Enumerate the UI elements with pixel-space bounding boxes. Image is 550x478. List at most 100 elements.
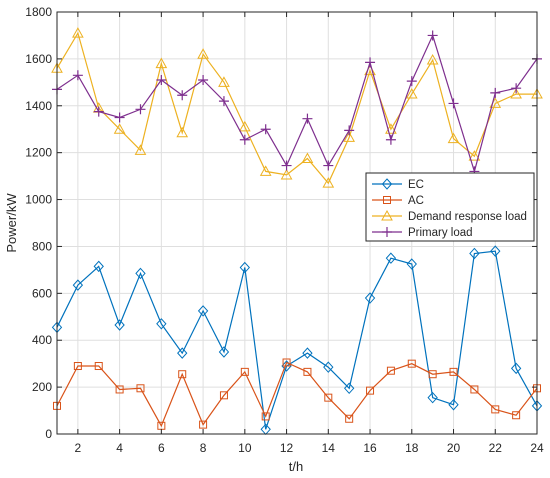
- data-point: [490, 87, 501, 98]
- data-point: [93, 106, 104, 117]
- data-point: [386, 366, 395, 375]
- data-point: [219, 391, 228, 400]
- y-tick-label: 0: [45, 427, 52, 441]
- x-tick-label: 2: [75, 441, 82, 455]
- legend-item: EC: [372, 178, 424, 191]
- data-point: [385, 134, 396, 145]
- data-point: [281, 160, 292, 171]
- data-point: [178, 370, 187, 379]
- data-point: [238, 120, 251, 132]
- legend-marker: [382, 227, 392, 237]
- data-point: [406, 76, 417, 87]
- y-tick-label: 1600: [25, 52, 52, 66]
- x-tick-label: 8: [200, 441, 207, 455]
- y-tick-label: 800: [32, 239, 52, 253]
- x-tick-label: 10: [238, 441, 252, 455]
- y-tick-label: 1400: [25, 99, 52, 113]
- series-line: [56, 31, 537, 185]
- data-point: [93, 260, 104, 273]
- data-point: [177, 347, 188, 359]
- x-tick-label: 18: [405, 441, 419, 455]
- legend-label: EC: [408, 179, 424, 191]
- data-point: [366, 386, 375, 395]
- legend-marker: [381, 209, 393, 221]
- data-point: [239, 134, 250, 145]
- y-tick-label: 1800: [25, 5, 52, 19]
- data-point: [280, 168, 293, 180]
- y-tick-label: 1000: [25, 193, 52, 207]
- data-point: [322, 177, 335, 188]
- legend-item: AC: [372, 195, 424, 207]
- data-point: [510, 88, 522, 99]
- data-point: [94, 362, 103, 371]
- data-point: [114, 112, 125, 123]
- legend-label: AC: [408, 195, 424, 207]
- legend-item: Demand response load: [372, 209, 527, 223]
- series-line: [56, 250, 538, 430]
- data-point: [72, 279, 84, 291]
- data-point: [470, 385, 479, 394]
- data-point: [365, 57, 376, 68]
- axes-box: [56, 11, 538, 435]
- series-primary-load: [52, 30, 542, 177]
- data-point: [135, 267, 146, 280]
- data-point: [72, 27, 84, 38]
- data-point: [197, 305, 209, 317]
- legend-label: Demand response load: [408, 211, 527, 223]
- data-point: [176, 126, 189, 138]
- data-point: [427, 391, 438, 404]
- data-point: [345, 414, 354, 423]
- data-point: [512, 411, 521, 420]
- y-tick-label: 400: [32, 333, 52, 347]
- x-tick-label: 6: [158, 441, 165, 455]
- data-point: [134, 144, 147, 155]
- data-point: [449, 367, 458, 376]
- series-line: [56, 33, 538, 174]
- legend-marker: [381, 178, 393, 190]
- data-point: [407, 359, 416, 368]
- data-point: [469, 247, 480, 260]
- x-axis-label: t/h: [289, 459, 303, 474]
- data-point: [218, 96, 229, 107]
- data-point: [218, 76, 230, 87]
- data-point: [135, 104, 146, 115]
- data-point: [491, 405, 500, 414]
- data-point: [156, 74, 167, 85]
- data-point: [426, 54, 439, 65]
- data-point: [259, 165, 272, 176]
- data-point: [344, 125, 355, 136]
- data-point: [406, 258, 417, 270]
- legend: EC AC Demand response load Primary load: [365, 172, 535, 242]
- legend-item: Primary load: [372, 227, 473, 239]
- y-axis-label: Power/kW: [4, 193, 19, 253]
- data-point: [302, 347, 313, 359]
- series-ac: [53, 358, 541, 430]
- data-point: [136, 384, 145, 393]
- data-point: [198, 74, 209, 85]
- data-point: [427, 30, 438, 41]
- axes: 2 4 6 8 10 12 14 16 18 20 22 2402004006008001000120…: [25, 5, 544, 455]
- data-point: [282, 358, 291, 367]
- data-point: [240, 367, 249, 376]
- data-point: [323, 160, 334, 171]
- data-point: [260, 124, 271, 135]
- data-point: [343, 131, 356, 142]
- data-point: [428, 370, 437, 379]
- x-tick-label: 24: [530, 441, 544, 455]
- data-point: [303, 367, 312, 376]
- data-point: [73, 362, 82, 371]
- data-point: [261, 412, 270, 421]
- data-point: [364, 292, 376, 304]
- data-point: [239, 261, 250, 274]
- x-tick-label: 14: [322, 441, 336, 455]
- data-point: [511, 83, 522, 94]
- data-point: [199, 420, 208, 429]
- data-point: [301, 152, 314, 164]
- data-point: [323, 361, 334, 373]
- x-tick-label: 22: [489, 441, 503, 455]
- data-point: [385, 252, 397, 264]
- data-point: [490, 245, 501, 257]
- legend-marker: [383, 196, 391, 204]
- data-point: [197, 48, 209, 59]
